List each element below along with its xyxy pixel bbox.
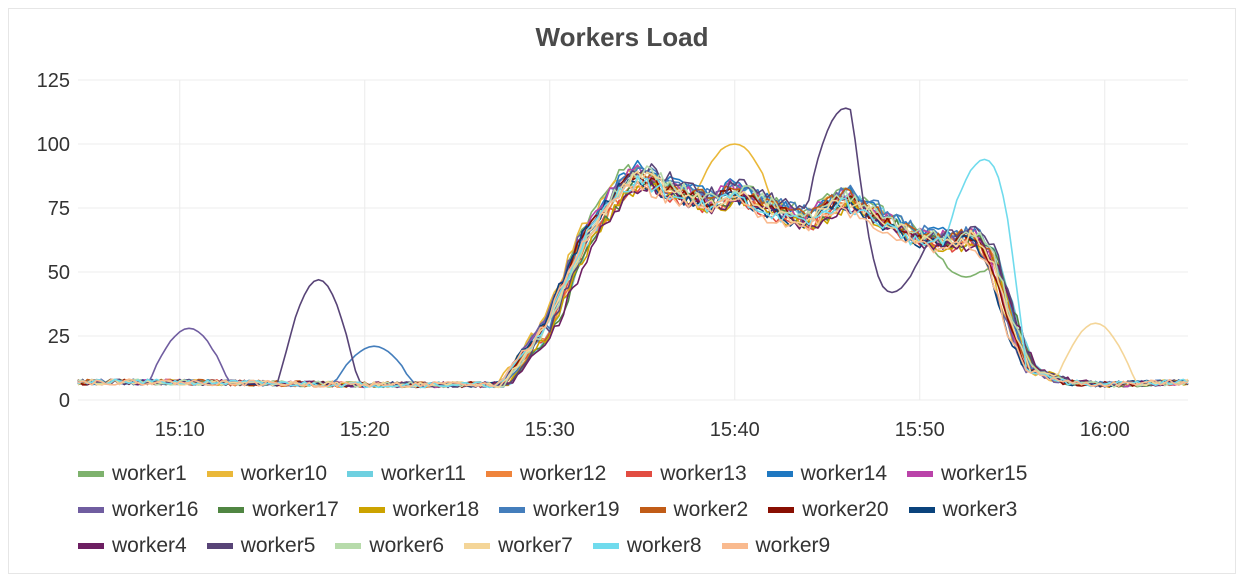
legend-item-worker2[interactable]: worker2 xyxy=(639,498,749,522)
legend-label: worker9 xyxy=(755,534,831,557)
legend-swatch xyxy=(358,507,385,513)
legend-label: worker16 xyxy=(112,498,199,521)
x-axis-ticks: 15:10 15:20 15:30 15:40 15:50 16:00 xyxy=(155,419,1130,441)
legend-label: worker1 xyxy=(112,462,187,485)
legend-label: worker10 xyxy=(240,462,328,485)
legend-label: worker6 xyxy=(369,534,445,557)
legend-item-worker1[interactable]: worker1 xyxy=(78,462,187,486)
legend-label: worker19 xyxy=(533,498,620,521)
legend-item-worker8[interactable]: worker8 xyxy=(592,534,702,558)
x-tick-label: 15:40 xyxy=(710,419,760,441)
legend-item-worker7[interactable]: worker7 xyxy=(464,534,573,558)
legend-swatch xyxy=(206,471,233,477)
legend-label: worker11 xyxy=(381,462,466,485)
legend-item-worker17[interactable]: worker17 xyxy=(218,498,339,522)
legend-item-worker11[interactable]: worker11 xyxy=(347,462,466,486)
legend-swatch xyxy=(626,471,653,477)
legend-label: worker7 xyxy=(498,534,573,557)
legend-swatch xyxy=(218,507,245,513)
legend-item-worker3[interactable]: worker3 xyxy=(908,498,1018,522)
legend-swatch xyxy=(206,543,233,549)
y-tick-label: 100 xyxy=(37,134,70,156)
legend-swatch xyxy=(78,543,104,549)
legend-label: worker2 xyxy=(673,498,749,521)
x-tick-label: 15:30 xyxy=(525,419,575,441)
legend-swatch xyxy=(335,543,362,549)
legend-swatch xyxy=(499,507,526,513)
series-line-worker8 xyxy=(77,158,1189,389)
x-tick-label: 15:20 xyxy=(340,419,390,441)
legend-swatch xyxy=(907,471,934,477)
legend-swatch xyxy=(768,507,795,513)
y-tick-label: 0 xyxy=(59,390,70,412)
legend-label: worker20 xyxy=(802,498,889,521)
legend-label: worker5 xyxy=(240,534,316,557)
legend-swatch xyxy=(766,471,793,477)
legend-item-worker18[interactable]: worker18 xyxy=(358,498,480,522)
legend-label: worker4 xyxy=(112,534,187,557)
legend-item-worker16[interactable]: worker16 xyxy=(78,498,198,522)
series-lines xyxy=(77,107,1189,389)
x-tick-label: 15:10 xyxy=(155,419,205,441)
legend-row: worker4 worker5 worker6 worker7 worker8 worke… xyxy=(78,528,1198,564)
y-tick-label: 25 xyxy=(48,326,70,348)
series-line-worker6 xyxy=(77,165,1189,388)
x-tick-label: 15:50 xyxy=(895,419,945,441)
y-tick-label: 75 xyxy=(48,198,70,220)
legend-swatch xyxy=(78,471,104,477)
legend-swatch xyxy=(592,543,619,549)
legend-swatch xyxy=(908,507,935,513)
legend-swatch xyxy=(464,543,491,549)
legend-label: worker18 xyxy=(392,498,480,521)
series-line-worker7 xyxy=(77,170,1189,389)
chart-title: Workers Load xyxy=(535,22,709,52)
legend-item-worker9[interactable]: worker9 xyxy=(721,534,831,558)
legend-item-worker14[interactable]: worker14 xyxy=(766,462,888,486)
legend-item-worker20[interactable]: worker20 xyxy=(768,498,889,522)
legend-swatch xyxy=(485,471,512,477)
series-line-worker9 xyxy=(77,180,1189,389)
y-tick-label: 125 xyxy=(37,70,70,92)
legend-row: worker16 worker17 worker18 worker19 worker2 w… xyxy=(78,492,1198,528)
y-tick-label: 50 xyxy=(48,262,70,284)
legend-label: worker15 xyxy=(941,462,1028,485)
legend-item-worker4[interactable]: worker4 xyxy=(78,534,187,558)
legend-label: worker17 xyxy=(252,498,339,521)
series-line-worker19 xyxy=(77,167,1189,389)
legend-label: worker14 xyxy=(800,462,888,485)
legend-label: worker12 xyxy=(519,462,607,485)
legend-label: worker3 xyxy=(942,498,1018,521)
legend-item-worker19[interactable]: worker19 xyxy=(499,498,620,522)
legend-swatch xyxy=(639,507,666,513)
legend-label: worker8 xyxy=(626,534,702,557)
legend-row: worker1 worker10 worker11 worker12 worker13 w… xyxy=(78,456,1198,492)
series-line-worker20 xyxy=(77,173,1189,389)
series-line-worker15 xyxy=(77,164,1189,389)
y-axis-ticks: 0 25 50 75 100 125 xyxy=(37,70,70,412)
legend-item-worker15[interactable]: worker15 xyxy=(907,462,1027,486)
legend-item-worker6[interactable]: worker6 xyxy=(335,534,444,558)
series-line-worker1 xyxy=(77,163,1189,389)
legend-item-worker10[interactable]: worker10 xyxy=(206,462,328,486)
legend-swatch xyxy=(78,507,104,513)
x-tick-label: 16:00 xyxy=(1080,419,1130,441)
legend-item-worker13[interactable]: worker13 xyxy=(626,462,747,486)
chart-panel xyxy=(8,8,1236,574)
legend-label: worker13 xyxy=(660,462,747,485)
legend-swatch xyxy=(721,543,748,549)
legend-item-worker5[interactable]: worker5 xyxy=(206,534,316,558)
legend-item-worker12[interactable]: worker12 xyxy=(485,462,607,486)
legend: worker1 worker10 worker11 worker12 worker13 w… xyxy=(78,456,1198,564)
legend-swatch xyxy=(347,471,374,477)
